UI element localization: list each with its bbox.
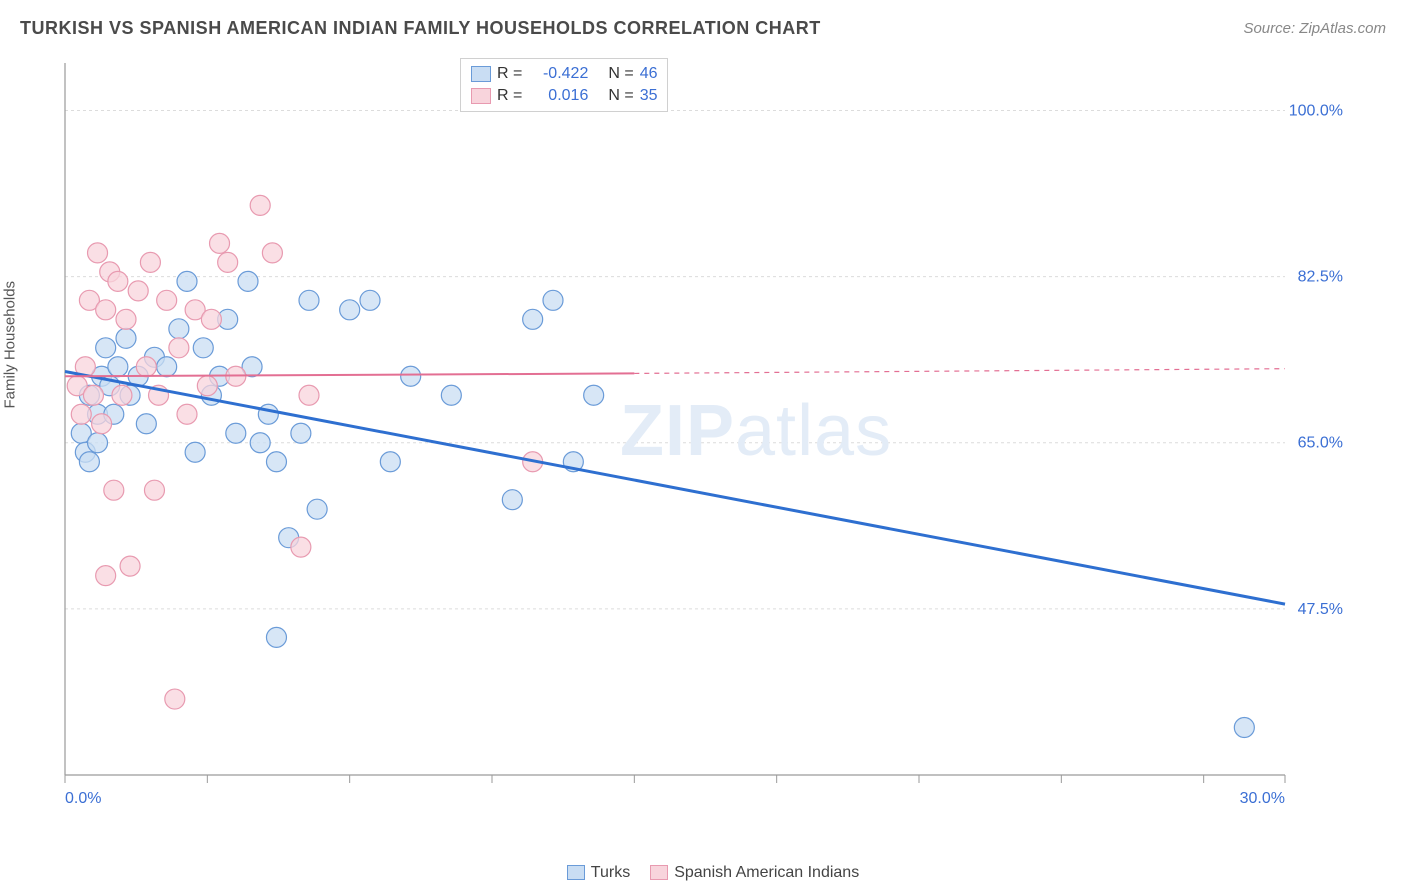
scatter-point [120,556,140,576]
svg-text:82.5%: 82.5% [1298,269,1343,286]
scatter-point [157,357,177,377]
scatter-point [291,423,311,443]
scatter-point [177,404,197,424]
scatter-point [218,252,238,272]
scatter-point [157,290,177,310]
scatter-point [307,499,327,519]
scatter-point [360,290,380,310]
scatter-point [441,385,461,405]
trend-line [65,372,1285,605]
scatter-point [136,414,156,434]
source-attribution: Source: ZipAtlas.com [1243,20,1386,37]
scatter-point [291,537,311,557]
scatter-point [226,423,246,443]
scatter-point [238,271,258,291]
scatter-point [380,452,400,472]
y-axis-label: Family Households [2,281,19,409]
svg-text:100.0%: 100.0% [1289,102,1343,119]
chart-header: TURKISH VS SPANISH AMERICAN INDIAN FAMIL… [20,18,1386,39]
scatter-point [108,357,128,377]
scatter-point [169,338,189,358]
scatter-point [144,480,164,500]
series-legend: Turks Spanish American Indians [0,864,1406,882]
scatter-point [88,243,108,263]
svg-text:47.5%: 47.5% [1298,601,1343,618]
legend-label: Spanish American Indians [674,864,859,881]
legend-row: R = -0.422N = 46 [471,63,657,85]
scatter-point [250,433,270,453]
scatter-point [88,433,108,453]
scatter-point [116,309,136,329]
chart-title: TURKISH VS SPANISH AMERICAN INDIAN FAMIL… [20,18,821,39]
legend-swatch [650,865,668,880]
scatter-point [1234,718,1254,738]
scatter-point [193,338,213,358]
scatter-point [169,319,189,339]
scatter-point [177,271,197,291]
svg-text:65.0%: 65.0% [1298,435,1343,452]
scatter-point [250,195,270,215]
legend-swatch [471,88,491,104]
legend-swatch [471,66,491,82]
scatter-point [96,566,116,586]
svg-text:0.0%: 0.0% [65,790,101,805]
scatter-point [299,385,319,405]
scatter-point [92,414,112,434]
scatter-point [140,252,160,272]
legend-row: R = 0.016N = 35 [471,85,657,107]
scatter-point [266,627,286,647]
scatter-point [116,328,136,348]
scatter-point [201,309,221,329]
correlation-legend: R = -0.422N = 46R = 0.016N = 35 [460,58,668,112]
scatter-point [299,290,319,310]
scatter-point [340,300,360,320]
scatter-point [210,233,230,253]
scatter-point [262,243,282,263]
scatter-point [104,480,124,500]
scatter-point [258,404,278,424]
legend-label: Turks [591,864,630,881]
scatter-point [128,281,148,301]
scatter-point [502,490,522,510]
scatter-point [108,271,128,291]
scatter-point [543,290,563,310]
scatter-point [185,442,205,462]
scatter-point [79,452,99,472]
scatter-chart: 47.5% 65.0% 82.5% 100.0% 0.0% 30.0% [55,55,1355,805]
scatter-point [523,309,543,329]
scatter-point [165,689,185,709]
scatter-point [83,385,103,405]
scatter-point [136,357,156,377]
scatter-point [96,300,116,320]
scatter-point [197,376,217,396]
scatter-point [584,385,604,405]
scatter-point [266,452,286,472]
legend-swatch [567,865,585,880]
scatter-point [96,338,116,358]
scatter-point [401,366,421,386]
scatter-point [71,404,91,424]
scatter-point [112,385,132,405]
svg-text:30.0%: 30.0% [1240,790,1285,805]
trend-line-extrapolated [634,369,1285,374]
